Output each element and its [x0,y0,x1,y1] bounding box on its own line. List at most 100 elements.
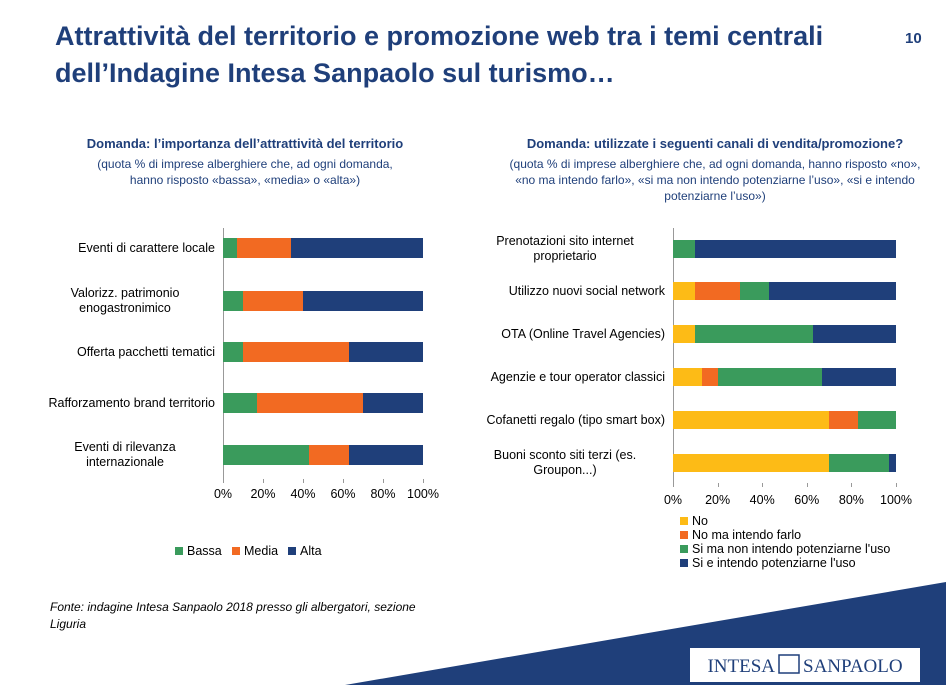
chart-subtitle: (quota % di imprese alberghiere che, ad … [509,157,921,203]
legend-swatch [680,517,688,525]
bar-segment [223,342,243,362]
bar-segment [695,240,896,258]
x-tick-label: 20% [250,487,276,501]
tick-mark [383,479,384,483]
bar-segment [257,393,363,413]
bar-segment [223,445,309,465]
legend-label: No [692,514,708,528]
x-tick-label: 40% [290,487,316,501]
legend-item: Si ma non intendo potenziarne l'uso [680,542,890,556]
chart-title: Domanda: utilizzate i seguenti canali di… [526,136,904,151]
tick-mark [806,483,808,487]
bar-segment [829,411,859,429]
page-number: 10 [905,30,922,47]
bar-segment [822,368,896,386]
bar-segment [349,342,423,362]
bar-segment [717,368,823,386]
legend-label: Si e intendo potenziarne l'uso [692,556,856,570]
tick-mark [717,483,719,487]
category-label: Utilizzo nuovi social network [508,283,665,298]
legend-item: Bassa [175,544,222,558]
legend-swatch [680,545,688,553]
x-tick-label: 100% [880,493,912,507]
category-label: Agenzie e tour operator classici [490,369,665,384]
bar-segment [673,325,696,343]
legend-swatch [680,531,688,539]
legend-label: Si ma non intendo potenziarne l'uso [692,542,891,556]
bar-segment [858,411,896,429]
bar-segment [309,445,349,465]
category-label: Eventi di carattere locale [78,240,215,255]
chart-title: Domanda: l’importanza dell’attrattività … [86,136,404,151]
x-tick-label: 80% [838,493,864,507]
category-label: Cofanetti regalo (tipo smart box) [486,412,665,427]
bar-segment [237,238,291,258]
x-tick-label: 0% [213,487,233,501]
tick-mark [223,479,224,483]
category-label: Eventi di rilevanza internazionale [74,440,176,469]
bar-segment [243,291,303,311]
bar-segment [829,454,890,472]
tick-mark [263,479,264,483]
legend-label: No ma intendo farlo [692,528,802,542]
x-tick-label: 20% [705,493,731,507]
legend-item: Alta [288,544,322,558]
slide-title: Attrattività del territorio e promozione… [55,21,824,88]
legend-swatch [175,547,183,555]
axis-line [673,228,674,486]
bar-segment [243,342,349,362]
legend-swatch [288,547,296,555]
logo-background [690,648,920,682]
category-label: OTA (Online Travel Agencies) [501,326,665,341]
bar-segment [303,291,423,311]
tick-mark [343,479,344,483]
x-tick-label: 60% [794,493,820,507]
category-label: Valorizz. patrimonio enogastronimico [70,286,180,315]
chart-subtitle: (quota % di imprese alberghiere che, ad … [97,157,393,187]
bar-segment [695,325,814,343]
legend-item: No [680,514,708,528]
bar-segment [223,291,243,311]
bar-segment [673,240,696,258]
tick-mark [851,483,853,487]
bar-segment [768,282,896,300]
bar-segment [889,454,896,472]
x-tick-label: 60% [330,487,356,501]
tick-mark [423,479,424,483]
bar-segment [349,445,423,465]
category-label: Offerta pacchetti tematici [76,344,215,359]
legend-item: No ma intendo farlo [680,528,801,542]
bar-segment [673,454,830,472]
category-label: Buoni sconto siti terzi (es. Groupon...) [493,448,637,477]
bar-segment [291,238,423,258]
bar-segment [673,368,702,386]
legend-item: Media [232,544,278,558]
bar-segment [695,282,740,300]
tick-mark [896,483,897,487]
legend-label: Media [244,544,279,558]
x-tick-label: 40% [749,493,775,507]
legend-label: Alta [300,544,322,558]
bar-segment [739,282,769,300]
category-label: Prenotazioni sito internet proprietario [496,234,634,263]
logo-left: INTESA [707,656,775,677]
x-tick-label: 100% [407,487,439,501]
bar-segment [223,393,257,413]
legend-swatch [680,559,688,567]
bar-segment [701,368,718,386]
bar-segment [813,325,896,343]
legend-swatch [232,547,240,555]
bar-segment [673,411,830,429]
legend-item: Si e intendo potenziarne l'uso [680,556,856,570]
bar-segment [363,393,423,413]
bar-segment [673,282,696,300]
logo-right: SANPAOLO [803,656,903,677]
category-label: Rafforzamento brand territorio [48,395,215,410]
logo-icon [778,654,800,674]
x-tick-label: 80% [370,487,396,501]
bar-segment [223,238,237,258]
source-note: Fonte: indagine Intesa Sanpaolo 2018 pre… [50,600,416,631]
tick-mark [303,479,304,483]
